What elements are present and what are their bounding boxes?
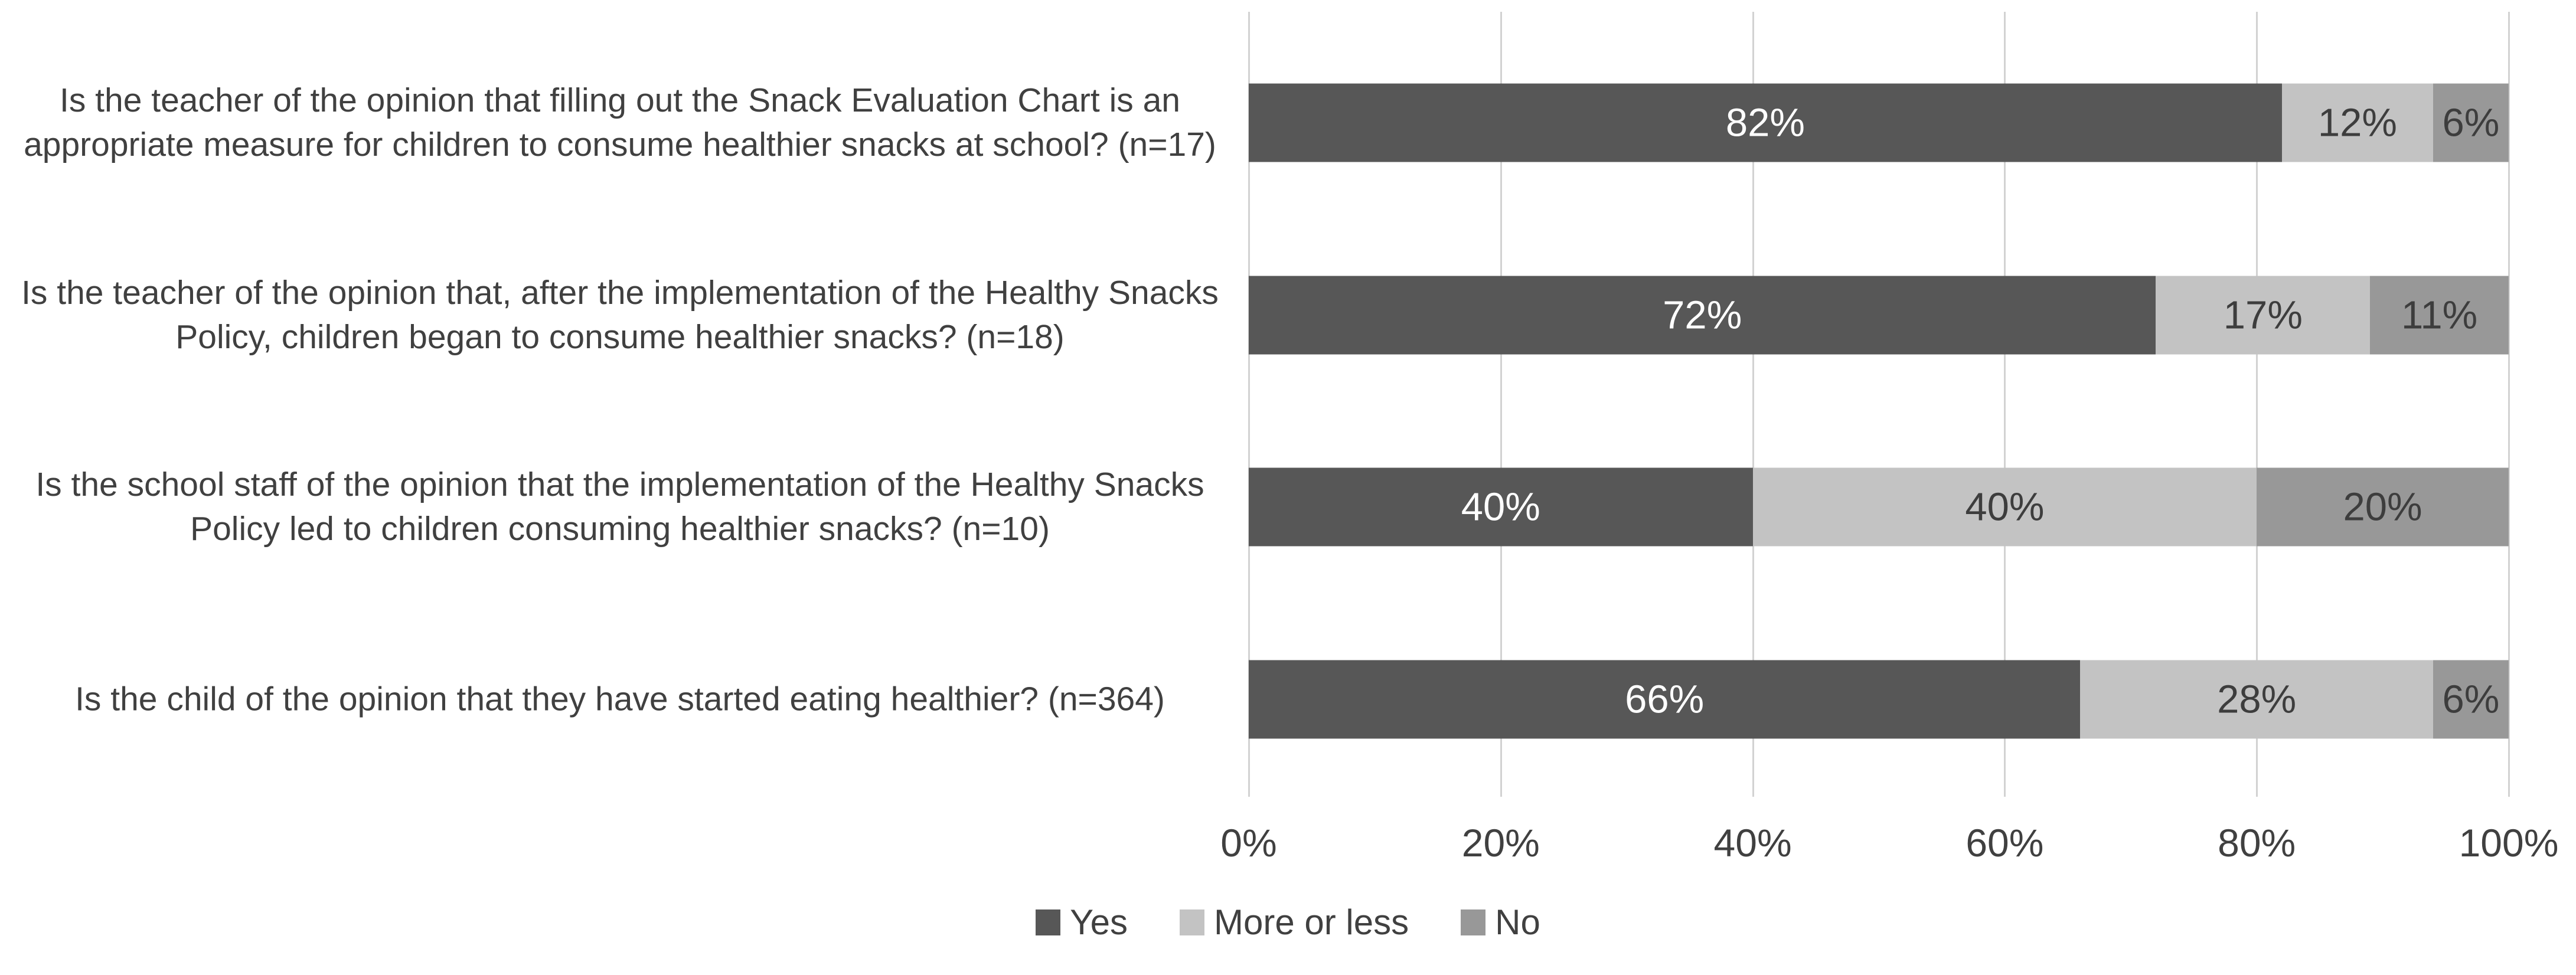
x-axis-tick-label: 0% — [1220, 821, 1277, 865]
bar-segment-value: 72% — [1663, 293, 1742, 338]
bar-segment-more-or-less: 28% — [2080, 660, 2433, 739]
gridline — [1248, 12, 1250, 797]
bar-row: 40% 40% 20% — [1249, 467, 2509, 547]
gridline — [2508, 12, 2510, 797]
bar-segment-value: 40% — [1461, 485, 1540, 529]
legend-swatch — [1180, 909, 1205, 935]
category-label: Is the teacher of the opinion that filli… — [24, 81, 1216, 163]
category-label: Is the school staff of the opinion that … — [35, 465, 1204, 548]
bar-segment-yes: 72% — [1249, 276, 2156, 355]
x-axis-tick-label: 60% — [1966, 821, 2044, 865]
legend-item-yes: Yes — [1036, 902, 1128, 943]
gridline — [1752, 12, 1754, 797]
legend-item-more-or-less: More or less — [1180, 902, 1409, 943]
gridline — [1500, 12, 1502, 797]
bar-segment-value: 40% — [1965, 485, 2045, 529]
bar-segment-value: 12% — [2317, 100, 2397, 145]
bar-segment-yes: 40% — [1249, 467, 1753, 547]
plot-area: 82% 12% 6% 72% 17% 11% 40% 40% 20% 66% 28% 6% — [1248, 0, 2510, 975]
bar-segment-value: 28% — [2217, 677, 2297, 722]
bar-segment-value: 82% — [1725, 100, 1805, 145]
x-axis-tick-label: 40% — [1713, 821, 1792, 865]
bar-segment-value: 20% — [2343, 485, 2422, 529]
bar-row: 82% 12% 6% — [1249, 83, 2509, 162]
x-axis-tick-label: 100% — [2459, 821, 2559, 865]
bar-segment-yes: 66% — [1249, 660, 2081, 739]
gridline — [2004, 12, 2006, 797]
bar-segment-yes: 82% — [1249, 83, 2282, 162]
bar-segment-value: 66% — [1625, 677, 1705, 722]
legend-item-no: No — [1461, 902, 1540, 943]
bar-segment-value: 6% — [2442, 677, 2500, 722]
legend-swatch — [1036, 909, 1061, 935]
legend-label: More or less — [1214, 902, 1409, 942]
bar-segment-value: 6% — [2442, 100, 2500, 145]
bar-row: 72% 17% 11% — [1249, 276, 2509, 355]
bar-segment-no: 20% — [2257, 467, 2509, 547]
bar-segment-value: 17% — [2223, 293, 2303, 338]
bar-segment-no: 6% — [2433, 660, 2509, 739]
bar-segment-no: 11% — [2370, 276, 2509, 355]
category-label: Is the teacher of the opinion that, afte… — [21, 273, 1219, 356]
bar-row: 66% 28% 6% — [1249, 660, 2509, 739]
legend: Yes More or less No — [0, 902, 2576, 943]
bar-segment-more-or-less: 12% — [2281, 83, 2433, 162]
legend-swatch — [1461, 909, 1486, 935]
bar-segment-more-or-less: 17% — [2156, 276, 2371, 355]
bar-segment-value: 11% — [2401, 293, 2478, 338]
legend-label: No — [1495, 902, 1540, 942]
legend-label: Yes — [1070, 902, 1128, 942]
bar-segment-more-or-less: 40% — [1752, 467, 2257, 547]
x-axis-tick-label: 20% — [1461, 821, 1540, 865]
bar-segment-no: 6% — [2433, 83, 2509, 162]
gridline — [2256, 12, 2258, 797]
x-axis-tick-label: 80% — [2218, 821, 2296, 865]
category-label: Is the child of the opinion that they ha… — [75, 680, 1165, 718]
